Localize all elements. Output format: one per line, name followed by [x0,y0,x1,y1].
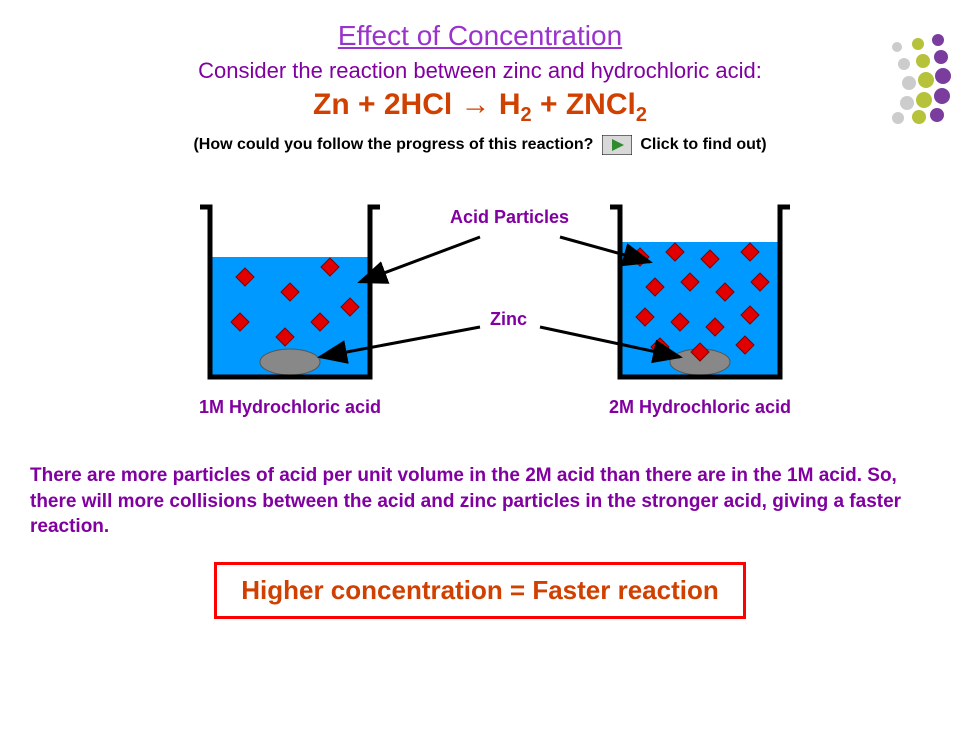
diagram-area: Acid Particles Zinc 1M Hydrochloric acid… [0,167,960,457]
progress-tail: Click to find out) [640,136,766,153]
label-acid-particles: Acid Particles [450,207,569,228]
equation-sub2: 2 [636,104,647,126]
progress-question-line: (How could you follow the progress of th… [0,135,960,155]
slide-title: Effect of Concentration [0,20,960,52]
slide-subtitle: Consider the reaction between zinc and h… [0,58,960,84]
label-1m-hcl: 1M Hydrochloric acid [160,397,420,418]
conclusion-box: Higher concentration = Faster reaction [214,562,746,619]
label-zinc: Zinc [490,309,527,330]
chemical-equation: Zn + 2HCl → H2 + ZNCl2 [0,88,960,127]
beaker-2m [600,187,800,387]
play-button[interactable] [602,135,632,155]
progress-question: (How could you follow the progress of th… [193,136,593,153]
equation-pre: Zn + 2HCl → H [313,88,521,121]
beaker-1m [190,187,390,387]
explanation-text: There are more particles of acid per uni… [0,463,960,540]
label-2m-hcl: 2M Hydrochloric acid [570,397,830,418]
equation-mid: + ZNCl [532,88,636,121]
decorative-corner-dots [852,28,952,128]
equation-sub1: 2 [521,104,532,126]
